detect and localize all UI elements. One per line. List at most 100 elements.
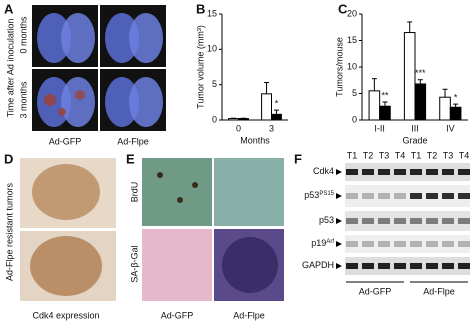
- row-arrow: [336, 193, 342, 199]
- bar: [261, 93, 273, 121]
- row-arrow: [336, 218, 342, 224]
- y-tick-label: 10: [347, 61, 357, 71]
- band: [426, 169, 438, 175]
- col-label: Ad-GFP: [161, 310, 194, 320]
- annotation: ***: [415, 68, 426, 78]
- x-tick-label: III: [411, 123, 419, 133]
- band: [442, 193, 454, 199]
- y-tick-label: 15: [207, 8, 217, 18]
- bar: [379, 105, 391, 121]
- error-bar: [273, 109, 279, 115]
- band: [410, 169, 422, 175]
- error-bar: [453, 103, 459, 108]
- western-blot: [345, 163, 470, 275]
- error-bar: [442, 88, 448, 98]
- band: [394, 241, 406, 247]
- y-tick-label: 15: [347, 35, 357, 45]
- band: [458, 193, 470, 199]
- lane-label: T2: [363, 150, 374, 160]
- lane-label: T1: [411, 150, 422, 160]
- y-tick-label: 0: [212, 114, 217, 124]
- band: [458, 241, 470, 247]
- band: [378, 241, 390, 247]
- band: [394, 218, 406, 224]
- annotation: *: [454, 92, 458, 102]
- panel-label: D: [4, 151, 13, 166]
- stain-images: [142, 158, 284, 301]
- band: [362, 263, 374, 269]
- band: [362, 218, 374, 224]
- y-axis-label: Tumors/mouse: [334, 37, 344, 97]
- col-label: Ad-Flpe: [117, 136, 149, 146]
- side-label: Ad-Flpe resistant tumors: [4, 182, 14, 281]
- panel-label: A: [4, 1, 14, 16]
- band: [410, 263, 422, 269]
- row-label-base: GAPDH: [302, 260, 334, 270]
- lung-images: [32, 5, 166, 131]
- band: [442, 241, 454, 247]
- y-axis-label: Tumor volume (mm³): [195, 25, 205, 109]
- band: [458, 169, 470, 175]
- group-label: Ad-Flpe: [423, 286, 455, 296]
- group-label: Ad-GFP: [359, 286, 392, 296]
- row-label-base: Cdk4: [313, 166, 334, 176]
- band: [426, 241, 438, 247]
- band: [458, 263, 470, 269]
- y-tick-label: 5: [212, 79, 217, 89]
- y-tick-label: 10: [207, 44, 217, 54]
- row-label: 0 months: [18, 16, 28, 54]
- bar: [414, 83, 427, 121]
- error-bar: [264, 82, 270, 94]
- panel-label: E: [126, 151, 135, 166]
- row-arrow: [336, 169, 342, 175]
- bar: [228, 118, 240, 121]
- lane-label: T4: [395, 150, 406, 160]
- band: [442, 169, 454, 175]
- lane-label: T1: [347, 150, 358, 160]
- band: [346, 169, 358, 175]
- row-label-sup: Arf: [326, 239, 334, 245]
- row-arrow: [336, 241, 342, 247]
- band: [426, 263, 438, 269]
- bar: [403, 32, 416, 121]
- band: [410, 193, 422, 199]
- ihc-images: [20, 158, 116, 301]
- band: [426, 193, 438, 199]
- x-tick-label: 0: [236, 123, 241, 133]
- band: [442, 263, 454, 269]
- bar: [271, 113, 282, 121]
- row-label: p53: [319, 215, 334, 225]
- bottom-label: Cdk4 expression: [32, 310, 99, 320]
- row-arrow: [336, 263, 342, 269]
- band: [346, 263, 358, 269]
- x-axis-label: Months: [240, 135, 270, 145]
- band: [346, 241, 358, 247]
- band: [394, 169, 406, 175]
- band: [458, 218, 470, 224]
- band: [410, 241, 422, 247]
- band: [378, 193, 390, 199]
- x-tick-label: I-II: [374, 123, 385, 133]
- bar: [368, 90, 381, 121]
- row-label-base: p19: [311, 238, 326, 248]
- bar: [449, 106, 462, 121]
- band: [362, 241, 374, 247]
- row-label: p19Arf: [311, 238, 334, 248]
- annotation: **: [381, 90, 389, 100]
- row-label-sup: PS15: [319, 191, 334, 197]
- y-tick-label: 0: [352, 114, 357, 124]
- panel-label: B: [196, 1, 205, 16]
- y-tick-label: 5: [352, 88, 357, 98]
- panel-label: F: [294, 151, 302, 166]
- error-bar: [417, 79, 423, 84]
- row-label: Cdk4: [313, 166, 334, 176]
- band: [394, 263, 406, 269]
- band: [346, 218, 358, 224]
- lane-label: T3: [443, 150, 454, 160]
- row-label: 3 months: [18, 81, 28, 119]
- lane-label: T3: [379, 150, 390, 160]
- band: [378, 263, 390, 269]
- row-label: p53PS15: [304, 190, 334, 200]
- error-bar: [407, 21, 413, 33]
